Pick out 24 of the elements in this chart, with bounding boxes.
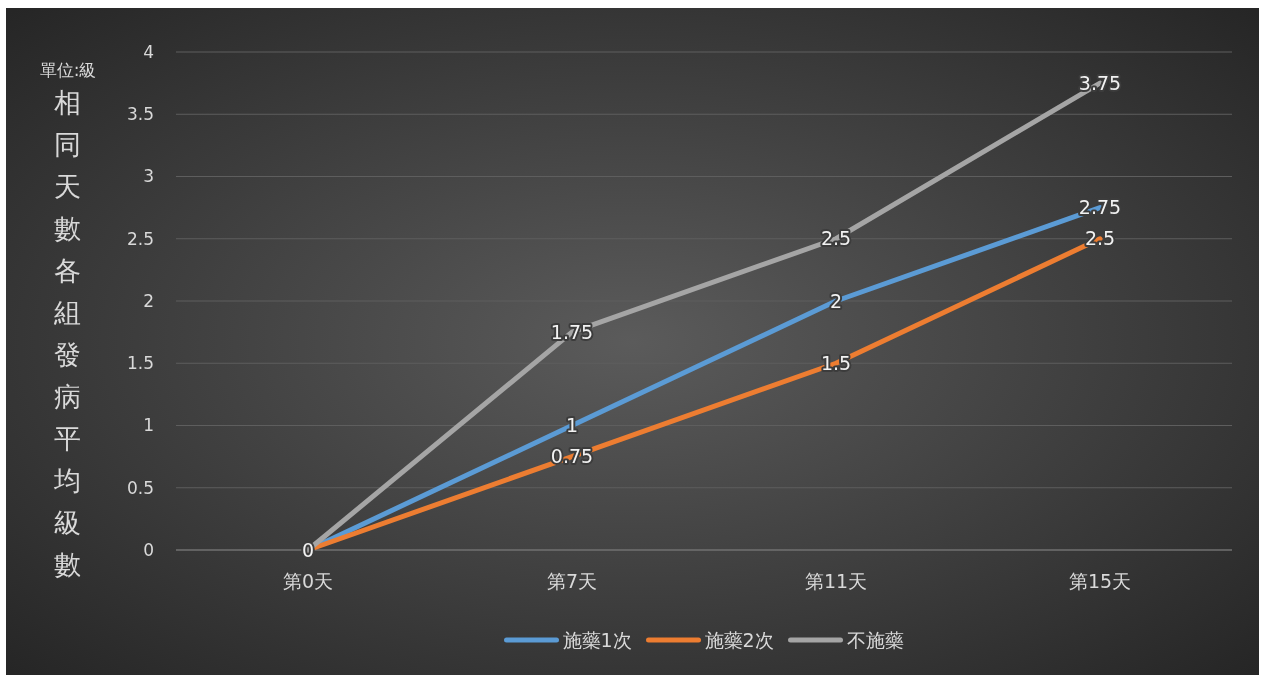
y-tick-label: 3 xyxy=(143,166,154,187)
y-tick-label: 3.5 xyxy=(126,104,154,125)
data-label: 1.75 xyxy=(550,320,594,343)
data-label: 2.75 xyxy=(1078,196,1122,219)
y-tick-label: 2.5 xyxy=(126,228,154,249)
data-label: 2.5 xyxy=(820,227,852,250)
y-tick-label: 4 xyxy=(143,41,154,62)
x-tick-label: 第11天 xyxy=(804,570,868,592)
legend-label: 不施藥 xyxy=(846,628,904,651)
legend-label: 施藥1次 xyxy=(562,628,632,651)
x-tick-label: 第15天 xyxy=(1068,570,1132,592)
data-label: 0 xyxy=(301,538,315,561)
y-tick-label: 0.5 xyxy=(126,477,154,498)
x-tick-label: 第0天 xyxy=(282,570,334,592)
y-tick-label: 1.5 xyxy=(126,353,154,374)
legend-label: 施藥2次 xyxy=(704,628,774,651)
data-label: 3.75 xyxy=(1078,71,1122,94)
y-tick-label: 1 xyxy=(143,415,154,436)
data-label: 2.5 xyxy=(1084,227,1116,250)
x-tick-label: 第7天 xyxy=(546,570,598,592)
text: 相同天數各組發病平均級數 xyxy=(53,87,81,580)
text: 單位:級 xyxy=(39,60,97,80)
y-tick-label: 0 xyxy=(143,539,154,560)
y-tick-label: 2 xyxy=(143,290,154,311)
